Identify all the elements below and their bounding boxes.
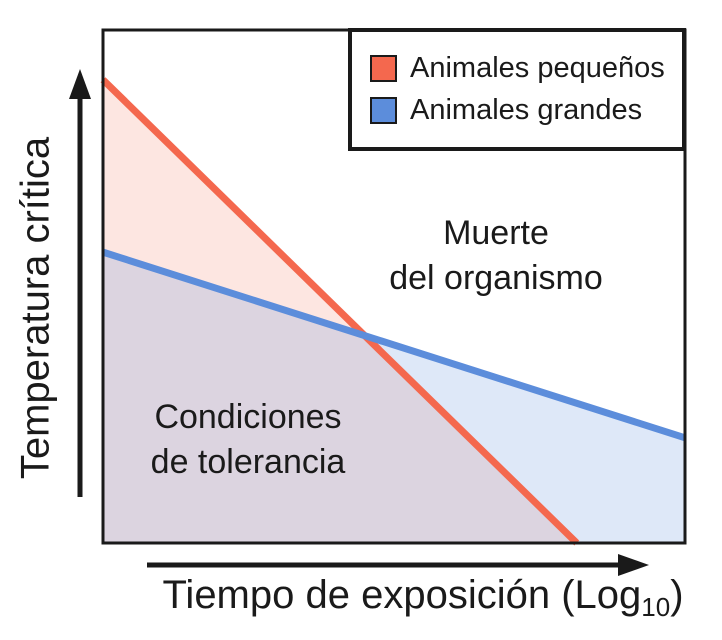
x-axis-label-tail: ) bbox=[670, 573, 684, 617]
annotation-death-region: Muerte del organismo bbox=[389, 211, 603, 301]
legend-label-small-animals: Animales pequeños bbox=[410, 52, 665, 84]
x-axis-label-subscript: 10 bbox=[641, 592, 671, 622]
legend-label-large-animals: Animales grandes bbox=[410, 94, 643, 126]
x-axis-arrow-icon bbox=[147, 554, 649, 576]
legend-swatch-large-animals bbox=[370, 97, 397, 124]
annotation-death-line1: Muerte bbox=[443, 214, 549, 252]
legend-box: Animales pequeños Animales grandes bbox=[348, 28, 686, 151]
legend-item-large-animals: Animales grandes bbox=[370, 96, 682, 125]
lines-layer bbox=[100, 77, 687, 546]
series-area-1 bbox=[103, 252, 685, 543]
legend-swatch-small-animals bbox=[370, 55, 397, 82]
x-axis-label: Tiempo de exposición (Log10) bbox=[162, 573, 683, 623]
annotation-tolerance-line2: de tolerancia bbox=[150, 443, 346, 481]
x-axis-label-main: Tiempo de exposición (Log bbox=[162, 573, 642, 617]
y-axis-arrow-icon bbox=[69, 69, 91, 497]
series-line-0 bbox=[100, 77, 580, 546]
y-axis-label: Temperatura crítica bbox=[13, 136, 58, 480]
legend-item-small-animals: Animales pequeños bbox=[370, 54, 682, 83]
annotation-death-line2: del organismo bbox=[389, 259, 603, 297]
series-line-1 bbox=[101, 248, 687, 442]
annotation-tolerance-line1: Condiciones bbox=[154, 398, 342, 436]
annotation-tolerance-region: Condiciones de tolerancia bbox=[151, 395, 346, 485]
